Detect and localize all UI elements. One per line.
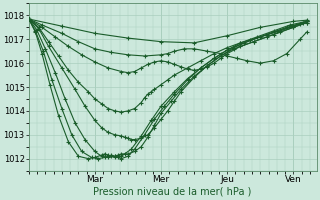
X-axis label: Pression niveau de la mer( hPa ): Pression niveau de la mer( hPa ) [93, 187, 252, 197]
